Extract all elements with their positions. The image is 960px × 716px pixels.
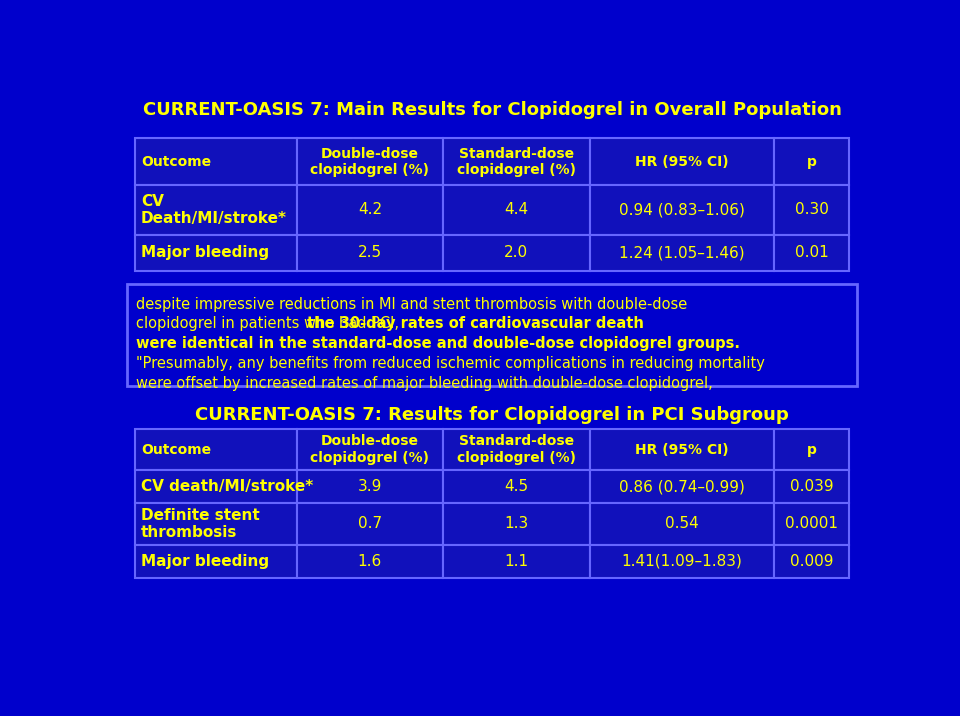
Text: CURRENT-OASIS 7: Main Results for Clopidogrel in Overall Population: CURRENT-OASIS 7: Main Results for Clopid… <box>143 102 841 120</box>
Text: Standard-dose
clopidogrel (%): Standard-dose clopidogrel (%) <box>457 147 576 177</box>
Text: Outcome: Outcome <box>141 442 211 457</box>
Bar <box>589 138 774 185</box>
Bar <box>444 138 589 185</box>
Text: despite impressive reductions in MI and stent thrombosis with double-dose: despite impressive reductions in MI and … <box>136 296 687 311</box>
Text: 0.94 (0.83–1.06): 0.94 (0.83–1.06) <box>619 203 745 218</box>
Bar <box>444 503 589 545</box>
Text: 0.86 (0.74–0.99): 0.86 (0.74–0.99) <box>619 479 745 494</box>
Bar <box>589 429 774 470</box>
Text: were identical in the standard-dose and double-dose clopidogrel groups.: were identical in the standard-dose and … <box>136 337 740 352</box>
Text: 3.9: 3.9 <box>358 479 382 494</box>
Text: 4.4: 4.4 <box>504 203 529 218</box>
Text: HR (95% CI): HR (95% CI) <box>635 442 729 457</box>
Bar <box>444 545 589 578</box>
Text: 0.01: 0.01 <box>795 245 828 260</box>
Text: 0.0001: 0.0001 <box>785 516 838 531</box>
Bar <box>589 470 774 503</box>
Bar <box>774 503 849 545</box>
Text: 0.30: 0.30 <box>795 203 828 218</box>
Text: 4.2: 4.2 <box>358 203 382 218</box>
Text: CV
Death/MI/stroke*: CV Death/MI/stroke* <box>141 194 287 226</box>
Text: 1.41(1.09–1.83): 1.41(1.09–1.83) <box>621 553 742 569</box>
Text: HR (95% CI): HR (95% CI) <box>635 155 729 169</box>
Bar <box>444 235 589 271</box>
Text: 0.039: 0.039 <box>790 479 833 494</box>
Text: 2.5: 2.5 <box>358 245 382 260</box>
Bar <box>774 429 849 470</box>
Text: Major bleeding: Major bleeding <box>141 245 269 260</box>
Bar <box>134 545 297 578</box>
Bar <box>444 429 589 470</box>
Text: CV death/MI/stroke*: CV death/MI/stroke* <box>141 479 313 494</box>
Text: Major bleeding: Major bleeding <box>141 553 269 569</box>
Bar <box>774 545 849 578</box>
Bar <box>589 235 774 271</box>
Bar <box>297 503 444 545</box>
Text: CURRENT-OASIS 7: Results for Clopidogrel in PCI Subgroup: CURRENT-OASIS 7: Results for Clopidogrel… <box>195 406 789 424</box>
Text: Double-dose
clopidogrel (%): Double-dose clopidogrel (%) <box>310 147 429 177</box>
Bar <box>134 138 297 185</box>
Bar <box>134 185 297 235</box>
Bar <box>589 503 774 545</box>
Bar <box>774 470 849 503</box>
Bar <box>297 138 444 185</box>
Bar <box>444 185 589 235</box>
Text: 1.1: 1.1 <box>504 553 529 569</box>
Bar <box>444 470 589 503</box>
Text: 2.0: 2.0 <box>504 245 529 260</box>
Text: clopidogrel in patients who had PCI,: clopidogrel in patients who had PCI, <box>136 316 404 332</box>
Text: 1.24 (1.05–1.46): 1.24 (1.05–1.46) <box>619 245 745 260</box>
Bar <box>134 235 297 271</box>
Text: the 30-day rates of cardiovascular death: the 30-day rates of cardiovascular death <box>307 316 644 332</box>
Bar <box>774 138 849 185</box>
Text: Outcome: Outcome <box>141 155 211 169</box>
Text: 0.009: 0.009 <box>790 553 833 569</box>
Text: p: p <box>806 155 816 169</box>
Text: 1.3: 1.3 <box>504 516 529 531</box>
Text: 1.6: 1.6 <box>358 553 382 569</box>
Bar <box>297 235 444 271</box>
Bar <box>774 235 849 271</box>
Text: 4.5: 4.5 <box>504 479 529 494</box>
Bar <box>134 470 297 503</box>
Bar <box>134 429 297 470</box>
Text: Definite stent
thrombosis: Definite stent thrombosis <box>141 508 259 540</box>
Bar <box>297 545 444 578</box>
Bar <box>774 185 849 235</box>
Bar <box>297 470 444 503</box>
Text: Double-dose
clopidogrel (%): Double-dose clopidogrel (%) <box>310 435 429 465</box>
Text: p: p <box>806 442 816 457</box>
Text: 0.7: 0.7 <box>358 516 382 531</box>
Bar <box>589 545 774 578</box>
Bar <box>297 185 444 235</box>
Bar <box>128 284 856 387</box>
Text: Standard-dose
clopidogrel (%): Standard-dose clopidogrel (%) <box>457 435 576 465</box>
Bar <box>297 429 444 470</box>
Text: were offset by increased rates of major bleeding with double-dose clopidogrel,: were offset by increased rates of major … <box>136 376 713 391</box>
Bar <box>134 503 297 545</box>
Text: 0.54: 0.54 <box>665 516 699 531</box>
Bar <box>589 185 774 235</box>
Text: "Presumably, any benefits from reduced ischemic complications in reducing mortal: "Presumably, any benefits from reduced i… <box>136 356 765 371</box>
